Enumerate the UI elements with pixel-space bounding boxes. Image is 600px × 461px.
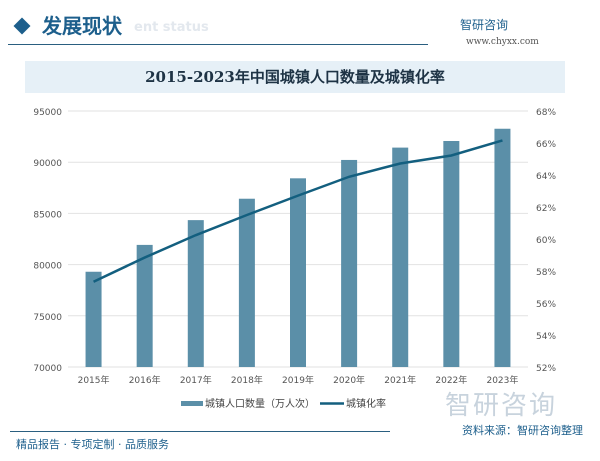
x-tick: 2021年 [384, 374, 416, 386]
watermark-logo: 智研咨询 [445, 391, 558, 421]
x-tick: 2018年 [231, 374, 263, 386]
bar [392, 147, 409, 367]
bar [290, 178, 306, 367]
y-right-tick: 58% [536, 268, 556, 278]
y-left-tick: 85000 [33, 210, 62, 220]
y-right-tick: 68% [536, 108, 556, 118]
x-tick: 2016年 [129, 374, 161, 386]
y-left-tick: 90000 [33, 159, 62, 169]
y-right-tick: 66% [536, 140, 556, 150]
legend-bar-label: 城镇人口数量（万人次） [205, 397, 315, 410]
x-tick: 2023年 [486, 374, 518, 386]
y-right-tick: 62% [536, 204, 556, 214]
bar [136, 244, 153, 367]
bar [443, 140, 460, 367]
y-right-tick: 56% [536, 300, 556, 310]
logo: 智研咨询 [460, 18, 509, 32]
y-right-tick: 54% [536, 332, 556, 342]
bar [85, 271, 102, 367]
y-right-tick: 52% [536, 364, 556, 374]
legend-bar-swatch [181, 401, 203, 406]
bar [494, 128, 511, 367]
header-title: 发展现状 [42, 14, 122, 38]
y-left-tick: 75000 [33, 313, 62, 323]
legend-line-label: 城镇化率 [346, 397, 386, 410]
y-left-tick: 95000 [33, 108, 62, 118]
footer-source: 资料来源：智研咨询整理 [462, 424, 583, 437]
rate-line [93, 139, 503, 283]
y-left-tick: 80000 [33, 262, 62, 272]
x-tick: 2017年 [180, 374, 212, 386]
x-tick: 2022年 [435, 374, 467, 386]
y-left-tick: 70000 [33, 364, 62, 374]
chart-title: 2015-2023年中国城镇人口数量及城镇化率 [25, 61, 565, 93]
x-tick: 2015年 [78, 374, 110, 386]
y-right-tick: 64% [536, 172, 556, 182]
footer-slogan: 精品报告 · 专项定制 · 品质服务 [16, 438, 169, 451]
footer-divider [10, 431, 390, 432]
logo-url: www.chyxx.com [466, 37, 539, 47]
header-subtitle: ent status [134, 20, 209, 35]
bar [341, 159, 358, 367]
divider [8, 44, 428, 45]
bar [187, 220, 204, 367]
bar [238, 198, 255, 367]
x-tick: 2020年 [333, 374, 365, 386]
y-right-tick: 60% [536, 236, 556, 246]
x-tick: 2019年 [282, 374, 314, 386]
